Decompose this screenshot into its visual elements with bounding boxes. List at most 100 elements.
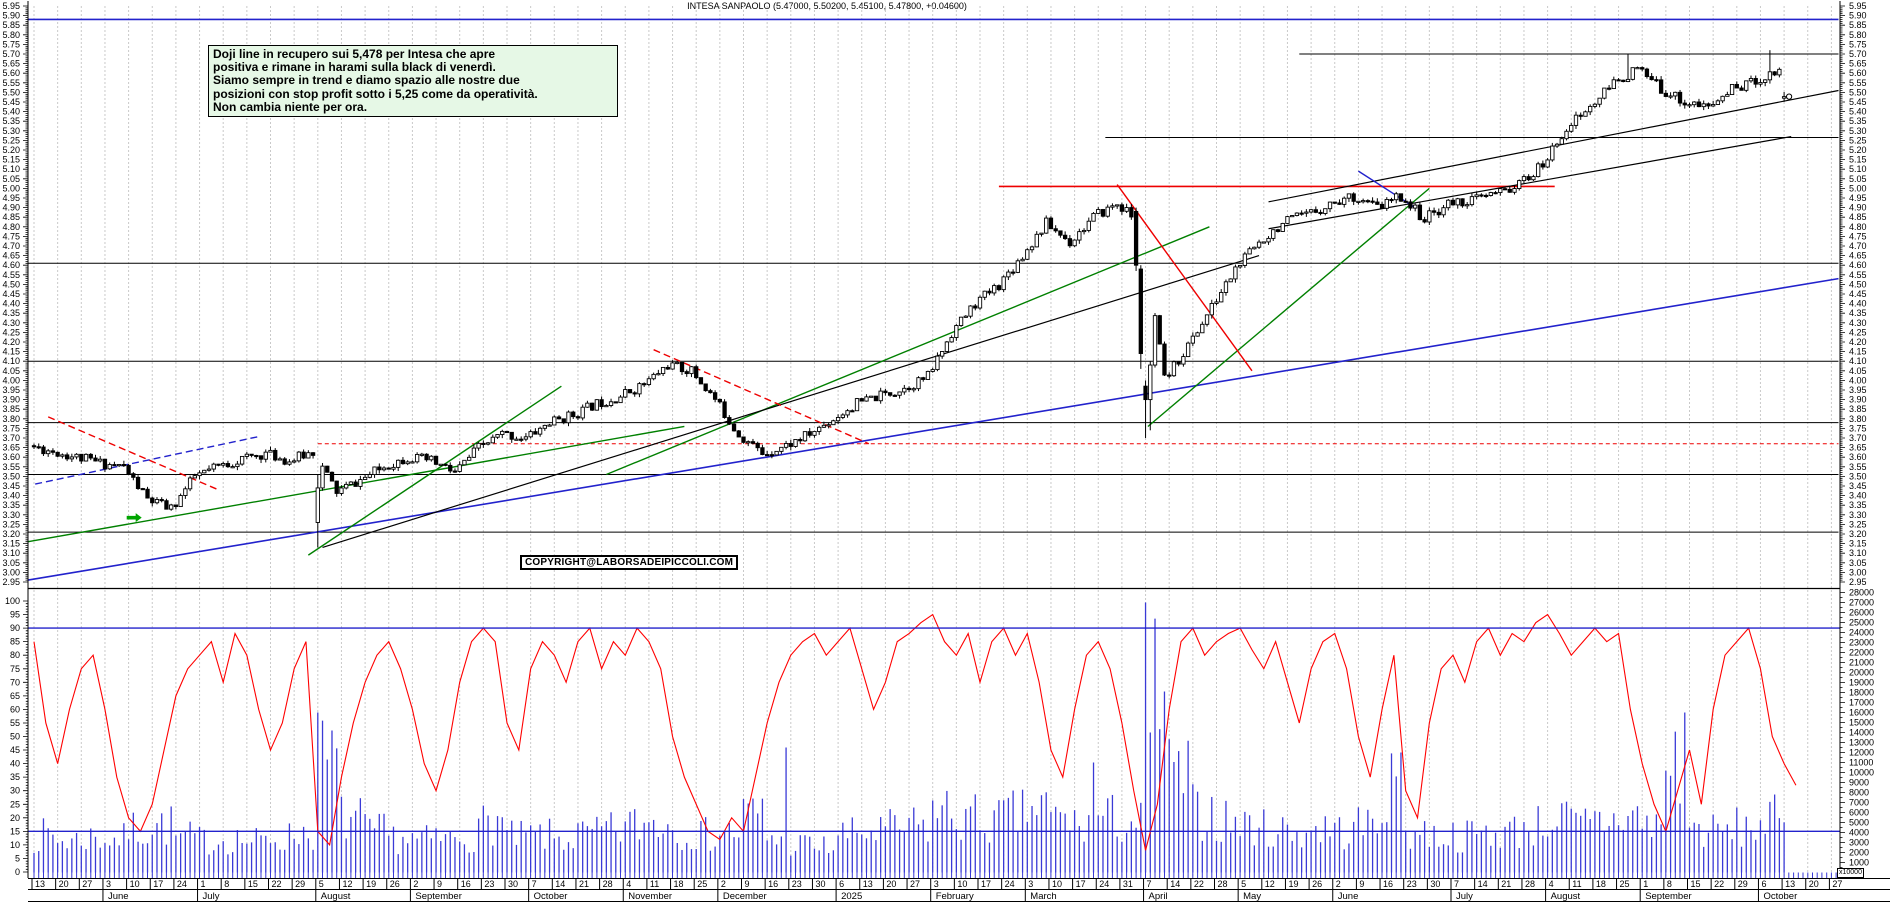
svg-text:5.20: 5.20 bbox=[2, 145, 20, 155]
week-number-labels: 13 20 27 3 10 17 24 1 8 15 22 29 5 12 19 26 2 9 16 23 30 7 14 2… bbox=[35, 879, 1842, 889]
svg-text:7: 7 bbox=[1147, 879, 1152, 889]
svg-text:4.70: 4.70 bbox=[1849, 241, 1867, 251]
svg-text:3.90: 3.90 bbox=[2, 395, 20, 405]
svg-text:4.30: 4.30 bbox=[2, 318, 20, 328]
svg-text:5.85: 5.85 bbox=[2, 20, 20, 30]
svg-text:8: 8 bbox=[224, 879, 229, 889]
svg-text:30: 30 bbox=[1430, 879, 1440, 889]
svg-text:11: 11 bbox=[650, 879, 659, 889]
svg-text:70: 70 bbox=[10, 677, 20, 687]
svg-text:25: 25 bbox=[697, 879, 707, 889]
svg-text:6000: 6000 bbox=[1849, 808, 1869, 818]
svg-text:6: 6 bbox=[1761, 879, 1766, 889]
price-axis-labels-left: 5.955.905.855.805.755.705.655.605.555.50… bbox=[2, 1, 20, 587]
svg-text:90: 90 bbox=[10, 623, 20, 633]
svg-text:17: 17 bbox=[153, 879, 163, 889]
svg-text:14: 14 bbox=[1478, 879, 1488, 889]
svg-text:24000: 24000 bbox=[1849, 628, 1874, 638]
svg-text:5.25: 5.25 bbox=[2, 135, 20, 145]
svg-text:3.25: 3.25 bbox=[1849, 519, 1867, 529]
svg-text:26000: 26000 bbox=[1849, 608, 1874, 618]
svg-text:10: 10 bbox=[130, 879, 140, 889]
svg-text:3.85: 3.85 bbox=[1849, 404, 1867, 414]
svg-text:5.70: 5.70 bbox=[1849, 49, 1867, 59]
svg-text:2: 2 bbox=[413, 879, 418, 889]
svg-text:75: 75 bbox=[10, 664, 20, 674]
svg-text:13: 13 bbox=[35, 879, 45, 889]
svg-text:20: 20 bbox=[1809, 879, 1819, 889]
svg-text:5.15: 5.15 bbox=[2, 155, 20, 165]
svg-text:18: 18 bbox=[674, 879, 684, 889]
svg-text:5.45: 5.45 bbox=[1849, 97, 1867, 107]
svg-text:11: 11 bbox=[1572, 879, 1581, 889]
svg-text:2.95: 2.95 bbox=[1849, 577, 1867, 587]
svg-text:4.10: 4.10 bbox=[1849, 356, 1867, 366]
svg-text:14000: 14000 bbox=[1849, 728, 1874, 738]
svg-text:15000: 15000 bbox=[1849, 718, 1874, 728]
svg-text:3: 3 bbox=[1028, 879, 1033, 889]
svg-text:3.75: 3.75 bbox=[2, 423, 20, 433]
svg-text:May: May bbox=[1243, 891, 1261, 902]
svg-text:4.20: 4.20 bbox=[1849, 337, 1867, 347]
svg-text:4.00: 4.00 bbox=[2, 375, 20, 385]
svg-text:5.55: 5.55 bbox=[2, 78, 20, 88]
svg-text:3.05: 3.05 bbox=[2, 558, 20, 568]
svg-text:7: 7 bbox=[532, 879, 537, 889]
svg-text:6: 6 bbox=[839, 879, 844, 889]
svg-text:3.70: 3.70 bbox=[1849, 433, 1867, 443]
svg-text:14: 14 bbox=[555, 879, 565, 889]
svg-text:27000: 27000 bbox=[1849, 598, 1874, 608]
svg-text:28: 28 bbox=[603, 879, 613, 889]
svg-text:12: 12 bbox=[342, 879, 352, 889]
svg-text:13: 13 bbox=[1785, 879, 1795, 889]
svg-text:5.15: 5.15 bbox=[1849, 155, 1867, 165]
svg-text:3.10: 3.10 bbox=[1849, 548, 1867, 558]
svg-text:8: 8 bbox=[1667, 879, 1672, 889]
svg-text:March: March bbox=[1030, 891, 1056, 902]
svg-text:3.80: 3.80 bbox=[2, 414, 20, 424]
svg-text:4.80: 4.80 bbox=[2, 222, 20, 232]
svg-text:July: July bbox=[203, 891, 220, 902]
svg-text:5: 5 bbox=[319, 879, 324, 889]
svg-text:21000: 21000 bbox=[1849, 658, 1874, 668]
svg-text:4000: 4000 bbox=[1849, 828, 1869, 838]
svg-text:5.50: 5.50 bbox=[2, 87, 20, 97]
svg-text:3.40: 3.40 bbox=[1849, 491, 1867, 501]
svg-text:14: 14 bbox=[1170, 879, 1180, 889]
svg-text:15: 15 bbox=[248, 879, 258, 889]
svg-text:30: 30 bbox=[508, 879, 518, 889]
svg-text:5.90: 5.90 bbox=[1849, 11, 1867, 21]
svg-text:5.65: 5.65 bbox=[2, 59, 20, 69]
svg-text:3.55: 3.55 bbox=[2, 462, 20, 472]
svg-text:4.85: 4.85 bbox=[2, 212, 20, 222]
svg-text:31: 31 bbox=[1123, 879, 1133, 889]
svg-text:4.95: 4.95 bbox=[2, 193, 20, 203]
svg-text:5.50: 5.50 bbox=[1849, 87, 1867, 97]
svg-text:4.15: 4.15 bbox=[1849, 347, 1867, 357]
svg-text:15: 15 bbox=[10, 826, 20, 836]
svg-text:9: 9 bbox=[1359, 879, 1364, 889]
svg-text:27: 27 bbox=[82, 879, 92, 889]
annotation-line: Siamo sempre in trend e diamo spazio all… bbox=[213, 73, 520, 88]
svg-text:4.90: 4.90 bbox=[1849, 203, 1867, 213]
svg-text:20: 20 bbox=[10, 813, 20, 823]
svg-text:4.75: 4.75 bbox=[2, 231, 20, 241]
svg-text:25: 25 bbox=[1620, 879, 1630, 889]
svg-text:5.00: 5.00 bbox=[1849, 183, 1867, 193]
svg-text:4.55: 4.55 bbox=[1849, 270, 1867, 280]
svg-text:5.40: 5.40 bbox=[1849, 107, 1867, 117]
horizontal-support-resistance-lines bbox=[28, 18, 1839, 533]
svg-text:4.40: 4.40 bbox=[2, 299, 20, 309]
svg-text:2: 2 bbox=[1336, 879, 1341, 889]
svg-text:4.10: 4.10 bbox=[2, 356, 20, 366]
price-axis-labels-right: 5.955.905.855.805.755.705.655.605.555.50… bbox=[1849, 1, 1867, 587]
svg-text:20: 20 bbox=[886, 879, 896, 889]
date-axis bbox=[31, 872, 1851, 902]
svg-text:3.40: 3.40 bbox=[2, 491, 20, 501]
svg-text:45: 45 bbox=[10, 745, 20, 755]
svg-text:3.00: 3.00 bbox=[2, 567, 20, 577]
svg-text:29: 29 bbox=[295, 879, 305, 889]
svg-text:1: 1 bbox=[1643, 879, 1648, 889]
price-candles bbox=[31, 50, 1787, 548]
svg-text:4.35: 4.35 bbox=[1849, 308, 1867, 318]
